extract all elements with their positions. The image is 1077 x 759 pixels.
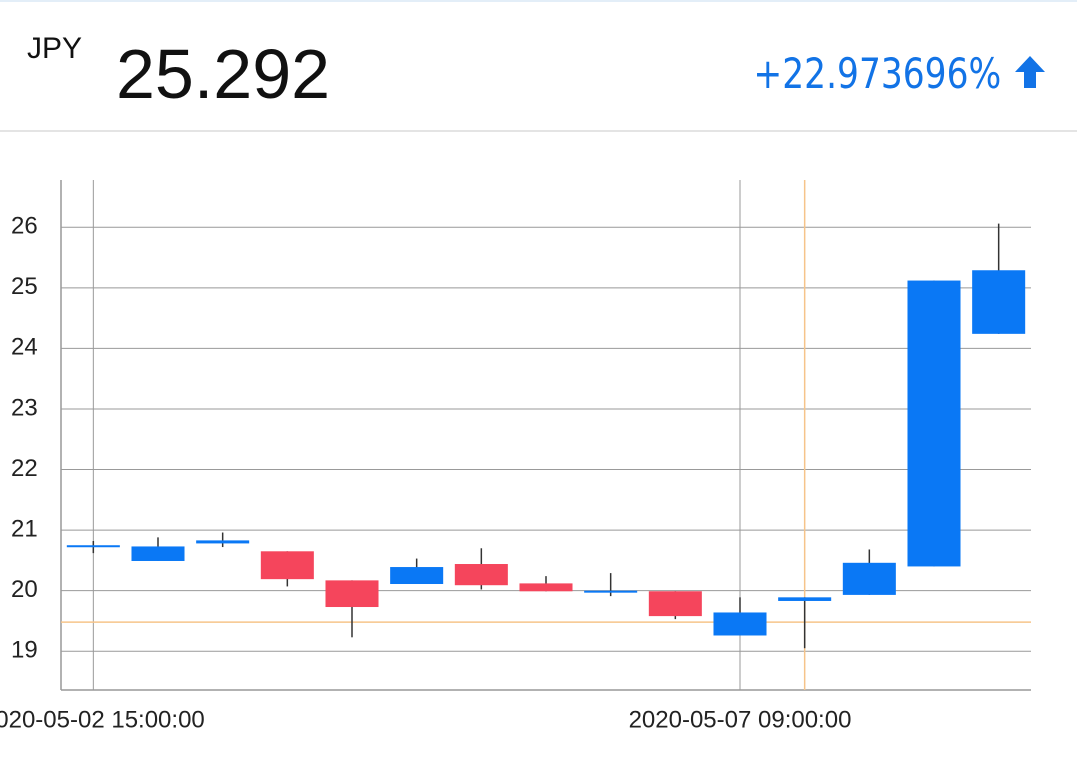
header: JPY 25.292 +22.973696%	[0, 0, 1077, 132]
y-tick-label: 26	[11, 213, 38, 240]
change: +22.973696%	[753, 49, 1001, 98]
candle-body	[260, 551, 314, 580]
x-tick-label: 2020-05-02 15:00:00	[0, 706, 205, 733]
candle-body	[907, 280, 961, 567]
price: 25.292	[116, 35, 331, 113]
currency: JPY	[27, 32, 83, 65]
y-tick-label: 25	[11, 273, 38, 300]
candle-body	[842, 562, 896, 595]
candle-body	[713, 612, 767, 636]
candle-body	[519, 583, 573, 592]
candle-body	[648, 591, 702, 617]
y-tick-label: 20	[11, 576, 38, 603]
candle-body	[972, 270, 1026, 334]
candle-body	[390, 567, 444, 585]
y-tick-label: 22	[11, 455, 38, 482]
candle-body	[66, 545, 120, 548]
x-tick-label: 2020-05-07 09:00:00	[629, 706, 852, 733]
candle-body	[778, 597, 832, 601]
y-tick-label: 19	[11, 637, 38, 664]
candle-body	[584, 590, 638, 593]
candle-body	[325, 580, 379, 608]
y-tick-label: 21	[11, 515, 38, 542]
y-tick-label: 23	[11, 394, 38, 421]
candle-body	[196, 540, 250, 544]
y-tick-label: 24	[11, 334, 38, 361]
chart: 19 20 21 22 23 24 25 26 2020-05-02 15:00:00 2020-…	[0, 180, 1031, 733]
up-arrow-icon	[1015, 56, 1045, 88]
candle-body	[131, 546, 185, 561]
candle-body	[454, 564, 508, 586]
